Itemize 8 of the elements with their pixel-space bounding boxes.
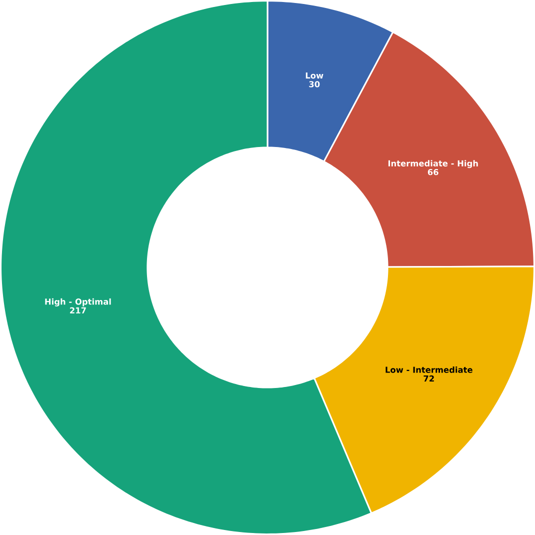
slice-label: Intermediate - High [388, 160, 478, 168]
data-label: 217 [70, 307, 86, 314]
slice-label: High - Optimal [45, 298, 111, 306]
data-label: 30 [309, 81, 320, 88]
slice-label: Low - Intermediate [386, 366, 472, 373]
slice-label: Low [306, 72, 324, 79]
data-label: 72 [424, 375, 434, 382]
data-label: 66 [428, 168, 438, 176]
